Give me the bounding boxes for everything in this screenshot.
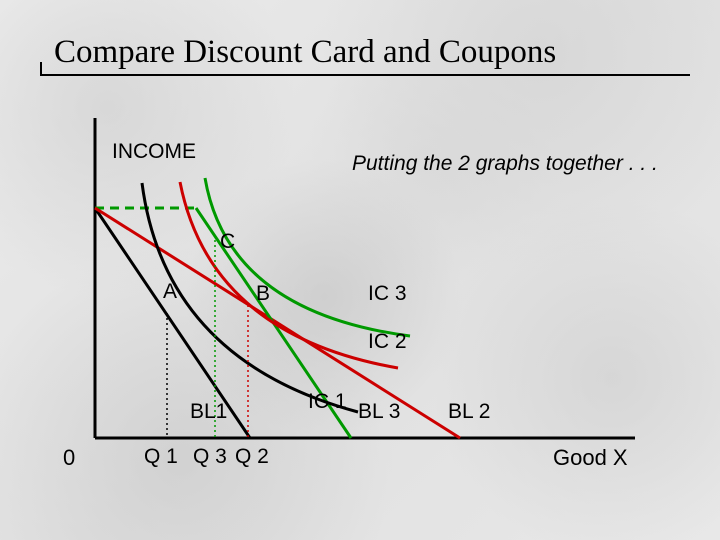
origin-label: 0 [63, 445, 75, 471]
point-label-A: A [163, 280, 177, 304]
budget-line-BL2 [95, 208, 460, 438]
curve-label-IC2: IC 2 [368, 330, 407, 354]
curve-label-BL1: BL1 [190, 400, 227, 424]
y-axis-label: INCOME [112, 140, 196, 164]
curve-label-IC3: IC 3 [368, 282, 407, 306]
x-axis-label: Good X [553, 445, 628, 471]
curve-label-BL3: BL 3 [358, 400, 400, 424]
tick-label-Q2: Q 2 [235, 445, 269, 469]
curve-label-BL2: BL 2 [448, 400, 490, 424]
indiff-curve-IC3 [205, 178, 410, 336]
tick-label-Q3: Q 3 [193, 445, 227, 469]
point-label-C: C [220, 230, 235, 254]
point-label-B: B [256, 282, 270, 306]
curve-label-IC1: IC 1 [308, 390, 347, 414]
tick-label-Q1: Q 1 [144, 445, 178, 469]
